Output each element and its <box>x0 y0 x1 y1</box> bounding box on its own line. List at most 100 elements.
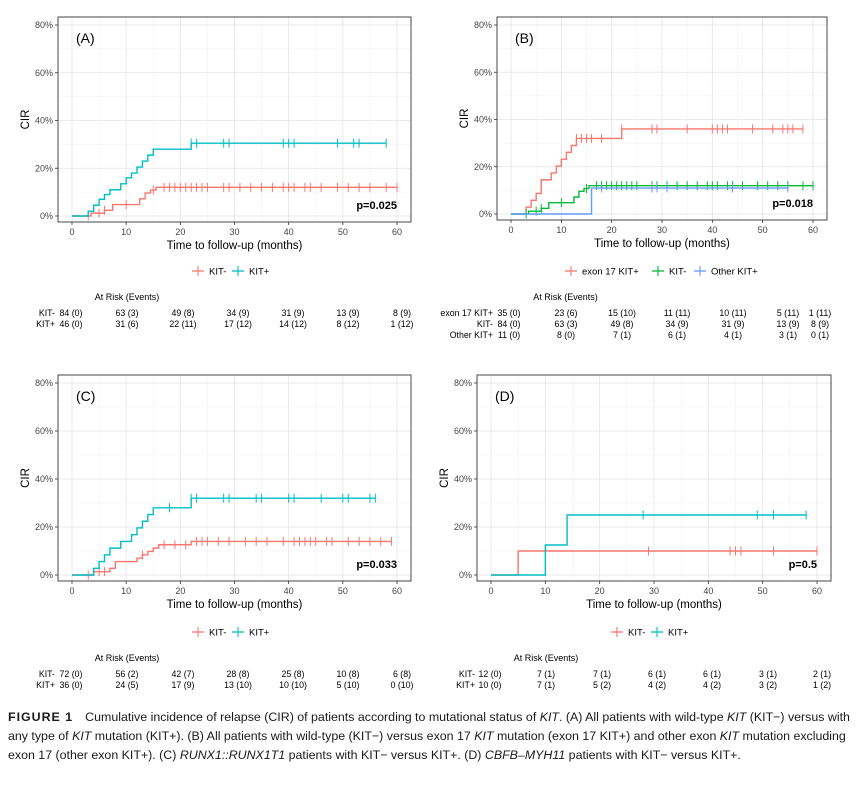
risk-cell: 84 (0) <box>60 308 83 318</box>
legend-label: KIT- <box>628 628 645 639</box>
x-tick-label: 60 <box>812 586 822 596</box>
y-tick-label: 60% <box>35 68 53 78</box>
risk-cell: 8 (9) <box>811 319 829 329</box>
legend-item: KIT+ <box>651 627 689 639</box>
series-kit- <box>72 182 398 221</box>
x-tick-label: 20 <box>595 586 605 596</box>
risk-cell: 8 (0) <box>557 330 575 340</box>
x-tick-label: 30 <box>229 227 239 237</box>
y-tick-label: 60% <box>35 426 53 436</box>
step-line <box>72 142 387 217</box>
caption-part: mutation excluding exon 17 (other exon K… <box>8 729 846 762</box>
series-exon-17-kit- <box>511 124 804 215</box>
legend-item: exon 17 KIT+ <box>565 266 639 278</box>
x-tick-label: 30 <box>657 225 667 235</box>
x-tick-label: 40 <box>284 227 294 237</box>
risk-cell: 35 (0) <box>498 308 521 318</box>
caption-part: RUNX1::RUNX1T1 <box>179 748 286 762</box>
risk-cell: 1 (11) <box>809 308 831 318</box>
caption-part: patients with KIT− versus KIT+. <box>565 748 741 762</box>
caption-part: KIT <box>474 729 494 743</box>
panel-letter: (A) <box>76 30 95 46</box>
caption-part: mutation (exon 17 KIT+) and other exon <box>493 729 720 743</box>
risk-cell: 7 (1) <box>537 669 555 679</box>
y-tick-label: 80% <box>454 378 472 388</box>
x-tick-label: 60 <box>808 225 818 235</box>
risk-cell: 15 (10) <box>608 308 636 318</box>
risk-row-label: KIT- <box>477 319 493 329</box>
legend-label: exon 17 KIT+ <box>582 267 639 278</box>
risk-cell: 25 (8) <box>282 669 305 679</box>
risk-cell: 10 (11) <box>719 308 746 318</box>
caption-label: FIGURE 1 <box>8 710 74 724</box>
x-axis-title: Time to follow-up (months) <box>594 238 730 250</box>
caption-part: (KIT−) versus with any type of <box>8 710 850 743</box>
panel-c: 0 10 20 30 40 50 60 0% 20% 40% 60% 80% Time to follo… <box>20 374 414 690</box>
risk-cell: 6 (1) <box>648 669 666 679</box>
series-kit- <box>491 510 807 576</box>
panel-d: 0 10 20 30 40 50 60 0% 20% 40% 60% 80% Time to follo… <box>439 374 832 690</box>
risk-cell: 4 (2) <box>703 680 721 690</box>
y-axis-title: CIR <box>439 468 451 488</box>
risk-cell: 7 (1) <box>537 680 555 690</box>
x-tick-label: 50 <box>338 586 348 596</box>
risk-row-label: exon 17 KIT+ <box>440 308 493 318</box>
risk-row-label: KIT- <box>459 669 475 679</box>
risk-row-label: KIT- <box>39 669 55 679</box>
y-tick-label: 80% <box>35 20 53 30</box>
risk-cell: 42 (7) <box>172 669 195 679</box>
x-tick-label: 10 <box>540 586 550 596</box>
x-tick-label: 20 <box>175 586 185 596</box>
panel-letter: (D) <box>495 388 514 404</box>
y-tick-label: 20% <box>474 162 492 172</box>
risk-cell: 2 (1) <box>813 669 831 679</box>
caption-part: patients with KIT− versus KIT+. (D) <box>285 748 485 762</box>
risk-cell: 49 (8) <box>611 319 634 329</box>
x-tick-label: 30 <box>649 586 659 596</box>
risk-cell: 4 (1) <box>724 330 742 340</box>
y-axis-title: CIR <box>459 109 471 129</box>
y-tick-label: 0% <box>40 211 53 221</box>
y-tick-label: 40% <box>35 474 53 484</box>
risk-table: At Risk (Events) KIT- 72 (0) 56 (2) 42 (7) 28… <box>36 653 413 690</box>
caption-part: KIT <box>727 710 747 724</box>
risk-cell: 13 (10) <box>224 680 252 690</box>
x-tick-label: 50 <box>758 586 768 596</box>
x-tick-label: 50 <box>338 227 348 237</box>
risk-cell: 6 (8) <box>393 669 411 679</box>
panel-letter: (B) <box>515 30 534 46</box>
risk-cell: 31 (9) <box>282 308 305 318</box>
risk-table-title: At Risk (Events) <box>514 653 579 663</box>
legend-label: KIT+ <box>668 628 689 639</box>
x-tick-label: 0 <box>508 225 513 235</box>
p-value: p=0.033 <box>356 559 397 571</box>
risk-cell: 1 (12) <box>391 319 414 329</box>
p-value: p=0.5 <box>789 559 817 571</box>
legend-item: KIT- <box>192 266 226 278</box>
step-line <box>72 497 376 576</box>
x-tick-label: 10 <box>121 227 131 237</box>
risk-cell: 34 (9) <box>227 308 250 318</box>
legend-label: KIT- <box>669 267 686 278</box>
risk-cell: 17 (9) <box>172 680 195 690</box>
risk-table-title: At Risk (Events) <box>95 292 160 302</box>
legend-item: Other KIT+ <box>694 266 758 278</box>
x-tick-label: 10 <box>556 225 566 235</box>
caption-part: CBFB–MYH11 <box>484 748 566 762</box>
step-line <box>491 514 807 576</box>
x-axis-title: Time to follow-up (months) <box>586 599 722 611</box>
risk-row-label: KIT+ <box>456 680 475 690</box>
risk-cell: 10 (0) <box>479 680 502 690</box>
step-line <box>511 184 813 215</box>
risk-cell: 63 (3) <box>555 319 578 329</box>
x-tick-label: 0 <box>488 586 493 596</box>
risk-cell: 1 (2) <box>813 680 831 690</box>
risk-cell: 28 (8) <box>227 669 250 679</box>
risk-cell: 72 (0) <box>60 669 83 679</box>
p-value: p=0.018 <box>772 198 813 210</box>
risk-cell: 23 (6) <box>555 308 578 318</box>
x-tick-label: 60 <box>392 227 402 237</box>
caption-part: KIT <box>719 729 740 743</box>
risk-cell: 0 (10) <box>391 680 414 690</box>
caption-part: Cumulative incidence of relapse (CIR) of… <box>85 710 540 724</box>
